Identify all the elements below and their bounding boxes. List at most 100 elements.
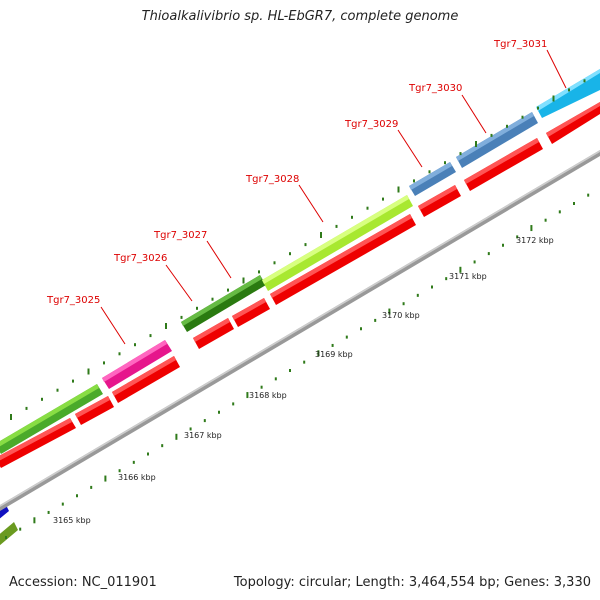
gene-bar-3025: [102, 340, 172, 389]
tick-mark: [87, 368, 90, 375]
backbone: [0, 150, 600, 511]
cds-arrow: [232, 298, 270, 327]
tick-mark: [388, 308, 391, 315]
tick-mark: [33, 517, 36, 524]
tick-mark: [289, 252, 291, 256]
tick-mark: [211, 297, 214, 301]
gene-label: Tgr7_3031: [493, 39, 547, 50]
tick-mark: [10, 414, 12, 420]
gene-label: Tgr7_3029: [344, 119, 398, 130]
tick-mark: [331, 343, 334, 347]
cds-arrow: [112, 356, 180, 403]
tick-mark: [413, 179, 415, 183]
tick-mark: [552, 95, 555, 102]
kbp-label: 3167 kbp: [184, 431, 222, 440]
tick-mark: [25, 406, 28, 410]
kbp-label: 3172 kbp: [516, 236, 554, 245]
kbp-label: 3169 kbp: [315, 350, 353, 359]
tick-mark: [180, 315, 183, 319]
tick-mark: [103, 361, 105, 365]
tick-mark: [459, 152, 462, 156]
tick-mark: [320, 232, 322, 238]
tick-mark: [351, 215, 353, 219]
tick-mark: [587, 193, 590, 197]
tick-mark: [273, 261, 276, 265]
kbp-label: 3166 kbp: [118, 473, 156, 482]
gene-label: Tgr7_3026: [113, 253, 167, 264]
gene-label: Tgr7_3027: [153, 230, 207, 241]
tick-mark: [374, 318, 377, 322]
tick-mark: [335, 224, 338, 228]
tick-mark: [382, 197, 384, 201]
tick-mark: [537, 106, 539, 110]
tick-mark: [5, 536, 7, 539]
tick-mark: [260, 385, 263, 389]
tick-mark: [165, 323, 167, 329]
tick-mark: [147, 452, 149, 456]
tick-mark: [444, 161, 446, 165]
tick-mark: [304, 243, 307, 247]
tick-mark: [568, 88, 570, 92]
tick-mark: [345, 335, 348, 339]
tick-mark: [506, 124, 508, 128]
tick-mark: [258, 270, 260, 274]
cds-features: [0, 102, 600, 468]
tick-mark: [459, 266, 462, 273]
tick-mark: [402, 302, 405, 306]
tick-mark: [189, 427, 192, 431]
tick-mark: [521, 115, 524, 119]
tick-mark: [19, 527, 22, 531]
cds-arrow: [464, 138, 543, 191]
tick-mark: [90, 485, 93, 489]
gene-bar-a: [0, 384, 103, 454]
tick-mark: [61, 502, 64, 506]
tick-mark: [289, 369, 291, 372]
kbp-label: 3171 kbp: [449, 272, 487, 281]
tick-mark: [445, 277, 448, 281]
tick-mark: [76, 494, 78, 498]
tick-mark: [104, 475, 107, 482]
tick-mark: [530, 225, 533, 232]
tick-mark: [397, 186, 400, 193]
tick-mark: [203, 419, 206, 423]
tick-mark: [544, 218, 547, 222]
tick-mark: [149, 334, 152, 338]
gene-label: Tgr7_3028: [245, 174, 299, 185]
accession-text: Accession: NC_011901: [9, 575, 157, 590]
tick-mark: [232, 402, 235, 406]
tick-mark: [583, 79, 586, 83]
kbp-label: 3168 kbp: [249, 391, 287, 400]
adjacent-strand-fragment: [0, 505, 18, 546]
tick-mark: [431, 285, 433, 289]
tick-mark: [360, 327, 362, 331]
cds-arrow: [270, 214, 416, 305]
genome-summary-text: Topology: circular; Length: 3,464,554 bp…: [233, 575, 591, 590]
tick-mark: [416, 293, 419, 297]
tick-mark: [428, 170, 431, 174]
tick-mark: [134, 343, 136, 347]
cds-arrow: [193, 318, 234, 349]
kbp-label: 3165 kbp: [53, 516, 91, 525]
cds-arrow: [418, 185, 461, 217]
tick-mark: [118, 352, 121, 356]
gene-bar-3028: [262, 195, 413, 291]
coordinate-labels: 3165 kbp 3166 kbp 3167 kbp 3168 kbp 3169…: [53, 236, 554, 525]
tick-mark: [303, 360, 306, 364]
tick-mark: [502, 243, 504, 247]
gene-labels: Tgr7_3025 Tgr7_3026 Tgr7_3027 Tgr7_3028 …: [46, 39, 547, 306]
tick-mark: [47, 510, 50, 514]
tick-mark: [473, 260, 476, 264]
gene-bar-3030: [456, 112, 538, 168]
tick-mark: [516, 235, 519, 239]
tick-mark: [366, 206, 369, 210]
tick-mark: [175, 433, 178, 440]
map-title: Thioalkalivibrio sp. HL-EbGR7, complete …: [141, 9, 459, 24]
label-connectors: [100, 49, 567, 345]
tick-mark: [72, 379, 74, 383]
gene-label: Tgr7_3030: [408, 83, 462, 94]
cds-arrow: [75, 396, 114, 425]
kbp-label: 3170 kbp: [382, 311, 420, 320]
tick-mark: [118, 469, 121, 473]
tick-mark: [317, 350, 320, 357]
